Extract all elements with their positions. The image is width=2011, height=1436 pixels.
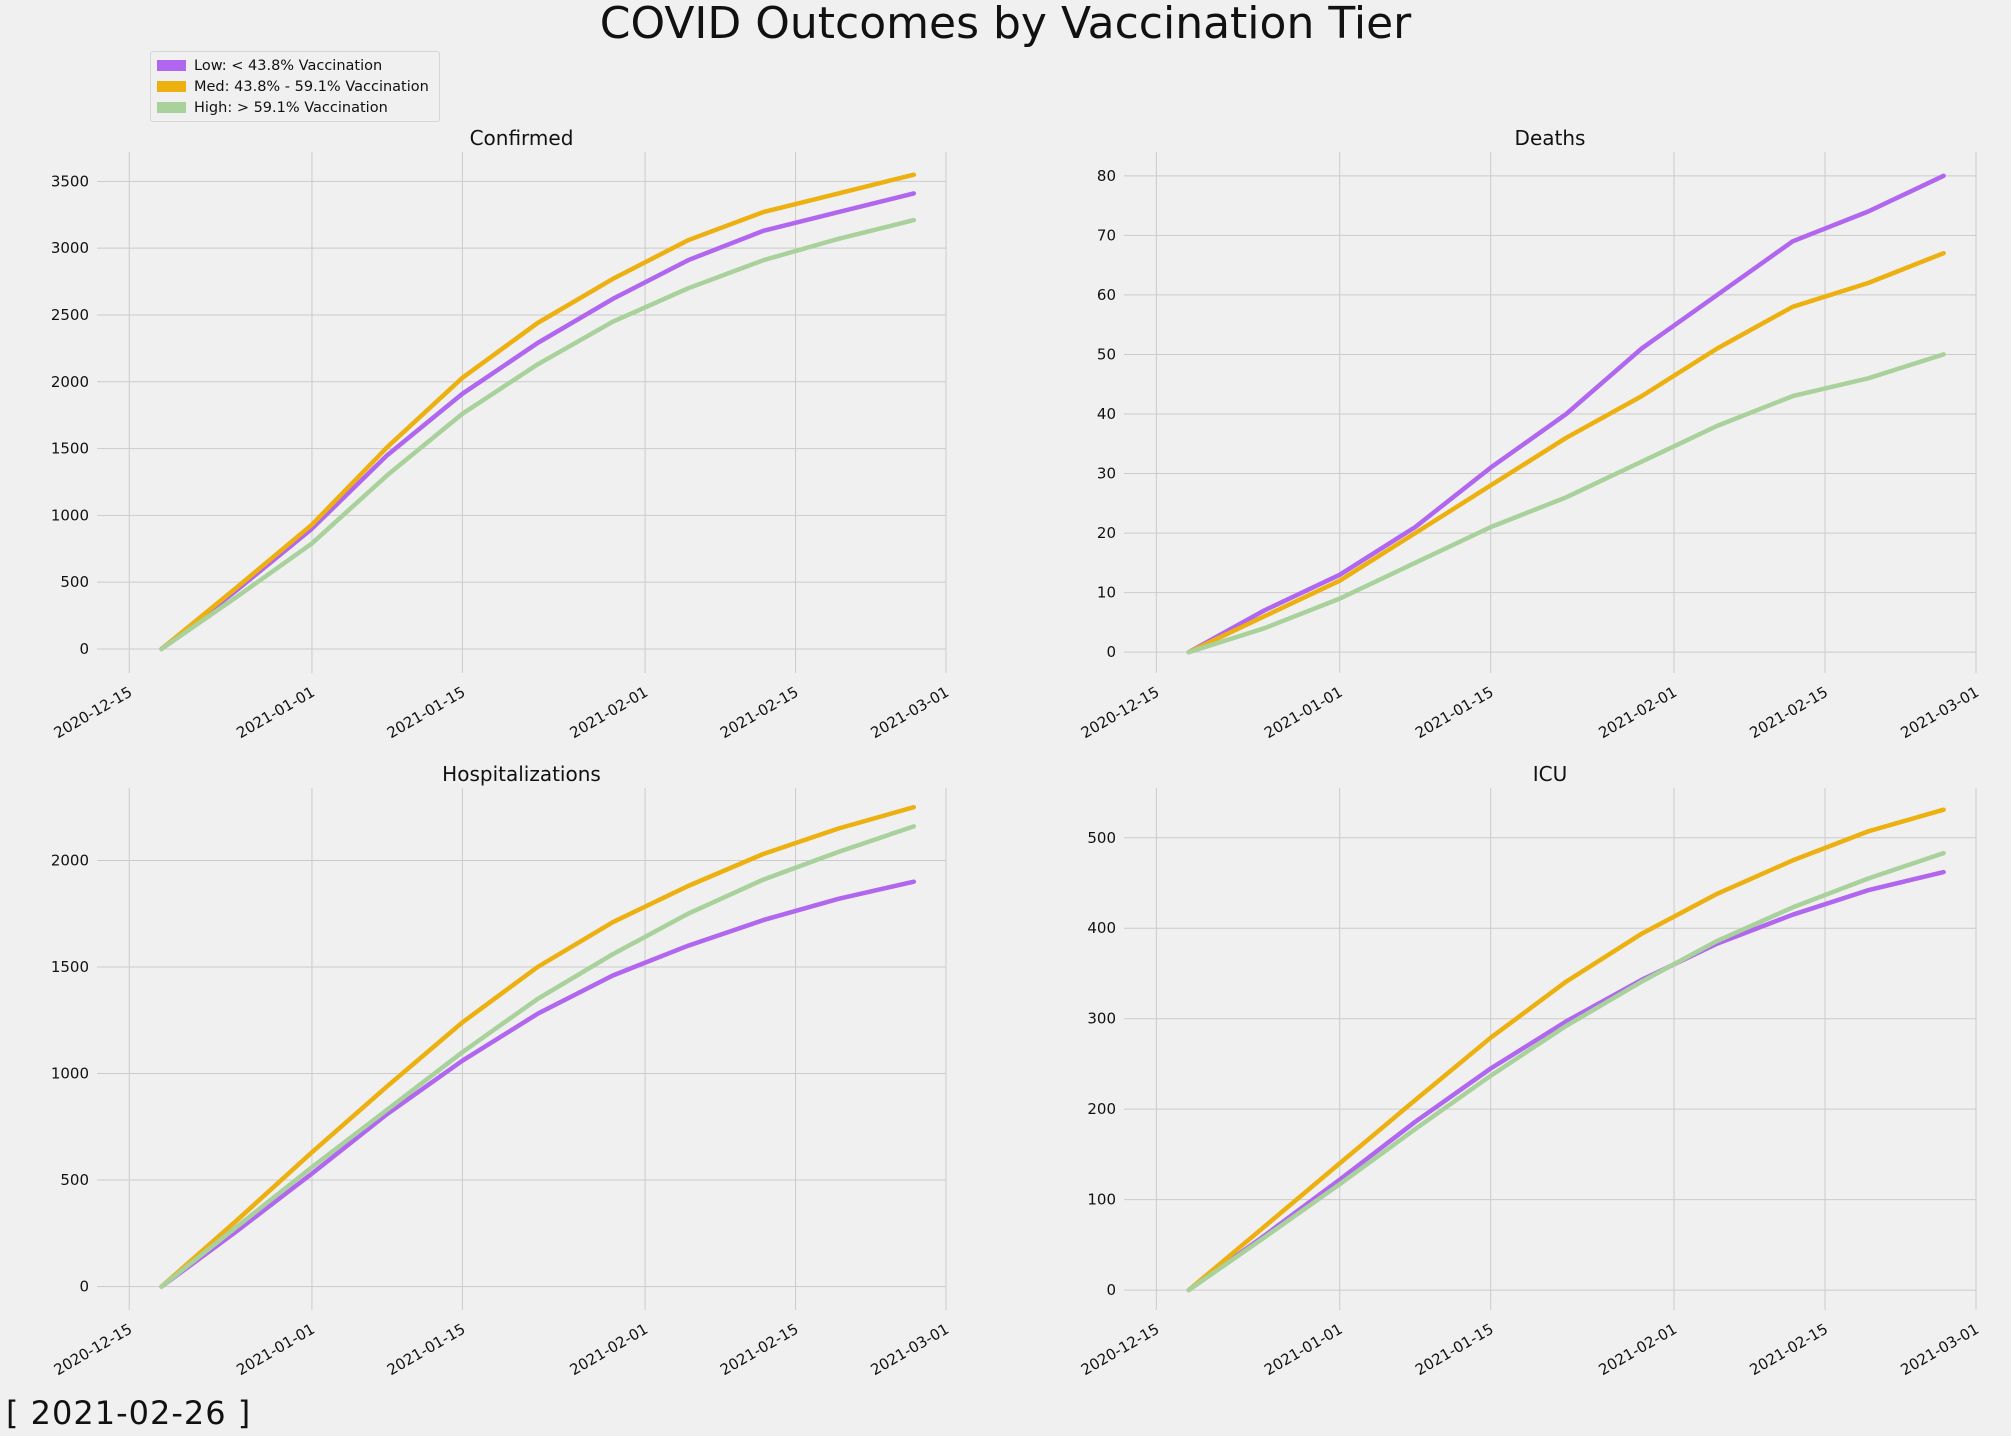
legend-swatch-high <box>157 102 186 113</box>
x-tick-label: 2021-01-15 <box>1412 683 1497 742</box>
figure-title: COVID Outcomes by Vaccination Tier <box>599 0 1412 49</box>
y-tick-label: 400 <box>1087 919 1116 937</box>
series-line-high <box>1186 850 1946 1293</box>
series-line-med <box>159 172 917 652</box>
y-tick-label: 200 <box>1087 1100 1116 1118</box>
y-tick-label: 3000 <box>51 239 89 257</box>
date-stamp: [ 2021-02-26 ] <box>6 1394 252 1432</box>
y-tick-label: 2000 <box>51 373 89 391</box>
legend-entry-high: High: > 59.1% Vaccination <box>157 97 429 118</box>
y-tick-label: 0 <box>1106 1281 1116 1299</box>
series-line-high <box>1186 352 1946 655</box>
x-tick-label: 2021-02-01 <box>567 1320 652 1379</box>
legend-label-med: Med: 43.8% - 59.1% Vaccination <box>194 78 429 95</box>
legend-label-high: High: > 59.1% Vaccination <box>194 99 388 116</box>
x-tick-label: 2020-12-15 <box>51 683 136 742</box>
panel-deaths: Deaths 0 10 20 30 40 50 60 70 80 2020-12-15 2021-01… <box>1078 126 1982 742</box>
panel-title-icu: ICU <box>1533 762 1568 786</box>
panel-title-deaths: Deaths <box>1515 126 1586 150</box>
y-tick-label: 1500 <box>51 958 89 976</box>
y-tick-label: 0 <box>79 640 89 658</box>
x-tick-label: 2020-12-15 <box>1078 683 1163 742</box>
panel-title-confirmed: Confirmed <box>470 126 574 150</box>
series-line-low <box>159 191 917 652</box>
x-tick-label: 2021-02-15 <box>1747 683 1832 742</box>
y-tick-label: 100 <box>1087 1191 1116 1209</box>
x-tick-label: 2021-02-01 <box>567 683 652 742</box>
x-tick-label: 2021-02-15 <box>717 1320 802 1379</box>
x-tick-label: 2021-02-15 <box>717 683 802 742</box>
x-tick-label: 2021-01-01 <box>1261 683 1346 742</box>
x-tick-label: 2021-02-01 <box>1596 1320 1681 1379</box>
legend-swatch-low <box>157 60 186 71</box>
x-tick-label: 2021-01-01 <box>233 683 318 742</box>
legend-entry-med: Med: 43.8% - 59.1% Vaccination <box>157 76 429 97</box>
x-tick-label: 2020-12-15 <box>51 1320 136 1379</box>
series-line-high <box>159 217 917 652</box>
x-tick-label: 2021-03-01 <box>867 683 952 742</box>
y-tick-label: 500 <box>60 1171 89 1189</box>
y-tick-label: 300 <box>1087 1010 1116 1028</box>
x-tick-label: 2021-03-01 <box>1897 1320 1982 1379</box>
x-tick-label: 2020-12-15 <box>1078 1320 1163 1379</box>
legend-label-low: Low: < 43.8% Vaccination <box>194 57 383 74</box>
y-tick-label: 60 <box>1097 286 1116 304</box>
y-tick-label: 1500 <box>51 440 89 458</box>
panel-confirmed: Confirmed 0 500 1000 1500 2000 2500 3000 3500 202… <box>51 126 952 742</box>
y-tick-label: 50 <box>1097 345 1116 363</box>
y-tick-label: 500 <box>1087 829 1116 847</box>
y-tick-label: 20 <box>1097 524 1116 542</box>
x-tick-label: 2021-01-01 <box>233 1320 318 1379</box>
panel-title-hospitalizations: Hospitalizations <box>442 762 601 786</box>
x-tick-label: 2021-01-15 <box>1412 1320 1497 1379</box>
y-tick-label: 3500 <box>51 172 89 190</box>
panel-icu: ICU 0 100 200 300 400 500 2020-12-15 2021-01-01 2… <box>1078 762 1982 1379</box>
x-tick-label: 2021-01-15 <box>384 683 469 742</box>
y-tick-label: 1000 <box>51 1065 89 1083</box>
y-tick-label: 500 <box>60 573 89 591</box>
x-tick-label: 2021-02-01 <box>1596 683 1681 742</box>
x-tick-label: 2021-01-01 <box>1261 1320 1346 1379</box>
y-tick-label: 2000 <box>51 851 89 869</box>
x-tick-label: 2021-03-01 <box>1897 683 1982 742</box>
series-line-low <box>1186 869 1946 1293</box>
y-tick-label: 10 <box>1097 584 1116 602</box>
y-tick-label: 30 <box>1097 465 1116 483</box>
series-line-low <box>1186 173 1946 655</box>
legend-swatch-med <box>157 81 186 92</box>
y-tick-label: 0 <box>1106 643 1116 661</box>
series-line-med <box>1186 807 1946 1293</box>
series-line-med <box>159 804 917 1289</box>
y-tick-label: 70 <box>1097 226 1116 244</box>
legend-entry-low: Low: < 43.8% Vaccination <box>157 55 429 76</box>
x-tick-label: 2021-02-15 <box>1747 1320 1832 1379</box>
y-tick-label: 80 <box>1097 167 1116 185</box>
series-line-med <box>1186 250 1946 655</box>
x-tick-label: 2021-01-15 <box>384 1320 469 1379</box>
series-line-low <box>159 879 917 1289</box>
x-tick-label: 2021-03-01 <box>867 1320 952 1379</box>
y-tick-label: 0 <box>79 1278 89 1296</box>
series-line-high <box>159 824 917 1289</box>
legend: Low: < 43.8% Vaccination Med: 43.8% - 59… <box>150 51 440 122</box>
panel-hospitalizations: Hospitalizations 0 500 1000 1500 2000 2020-12-… <box>51 762 952 1379</box>
y-tick-label: 1000 <box>51 506 89 524</box>
y-tick-label: 40 <box>1097 405 1116 423</box>
y-tick-label: 2500 <box>51 306 89 324</box>
